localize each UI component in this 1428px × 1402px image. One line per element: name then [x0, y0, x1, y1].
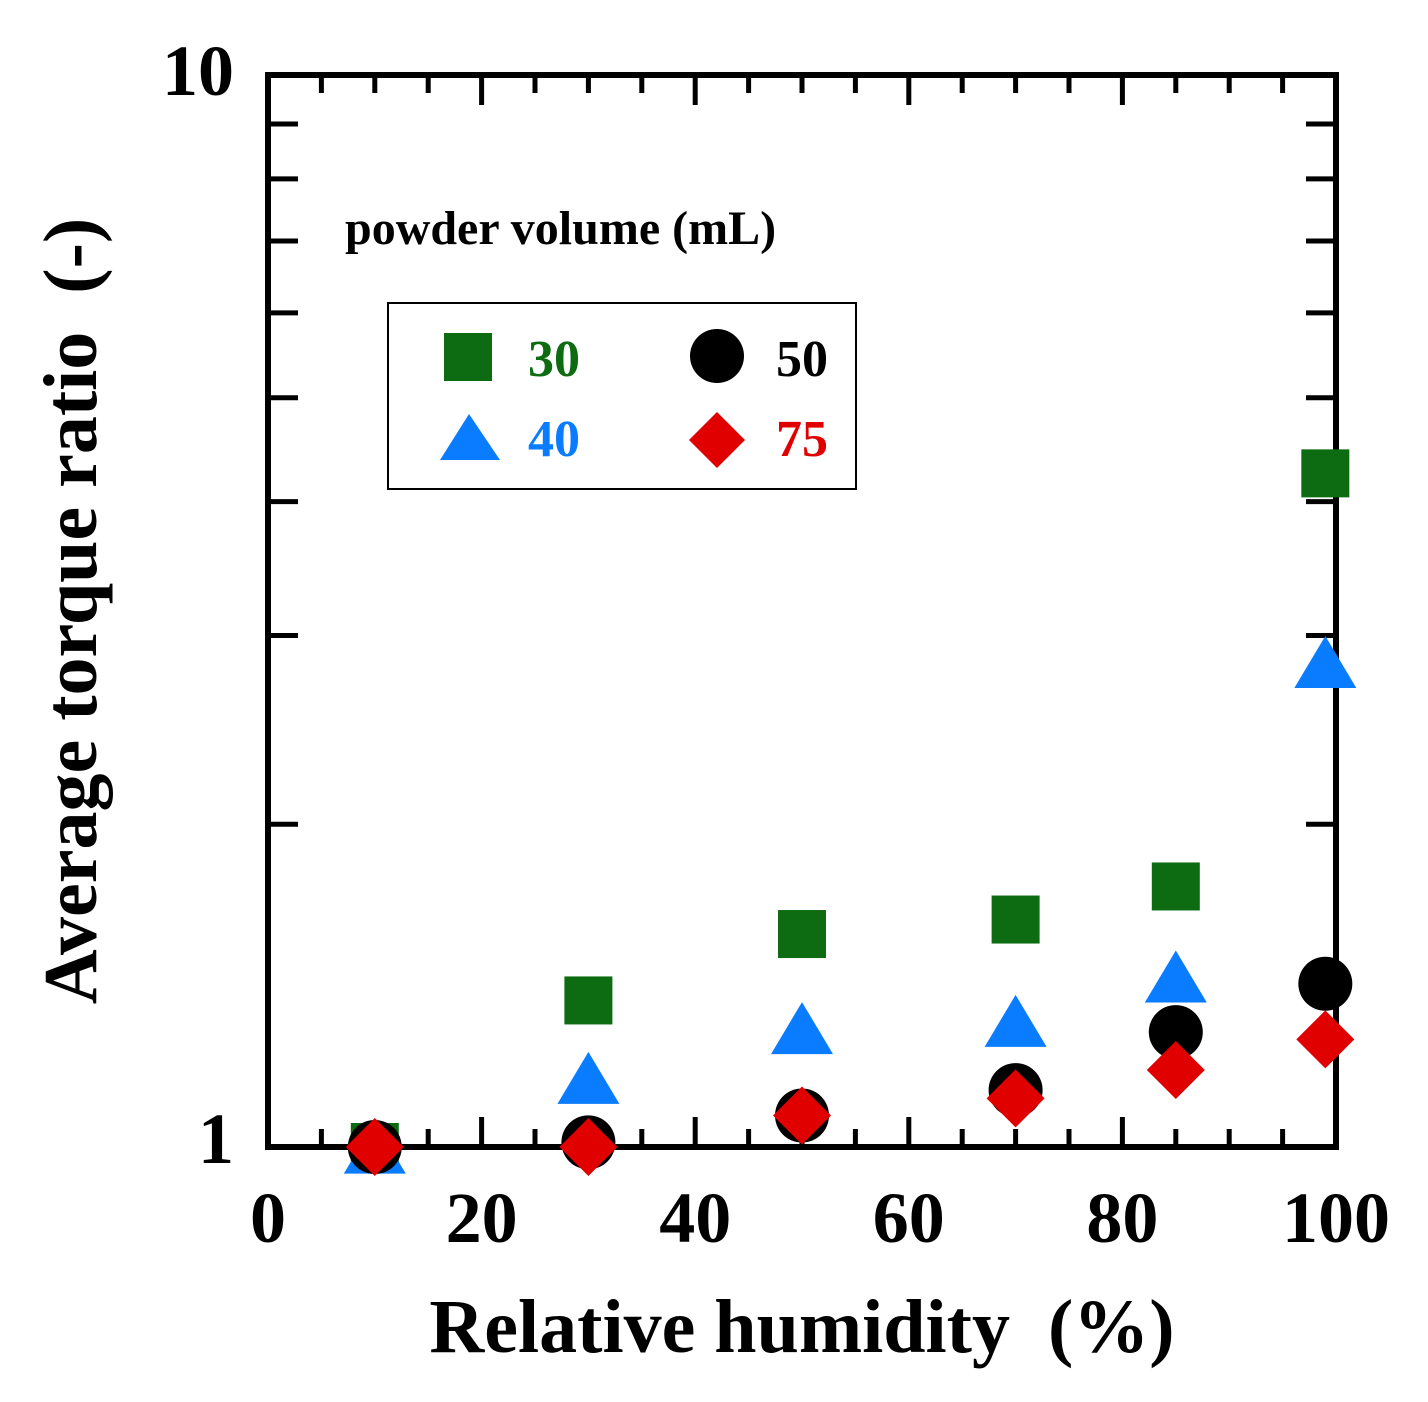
legend-label-30: 30 [528, 331, 580, 388]
y-tick-label: 1 [198, 1099, 234, 1179]
data-point-diamond-75 [773, 1086, 831, 1145]
data-point-square-30 [991, 895, 1040, 944]
legend: 30 40 50 75 [387, 302, 857, 490]
x-tick-label: 40 [659, 1178, 731, 1258]
data-point-diamond-75 [1146, 1040, 1205, 1099]
x-tick-label: 60 [873, 1178, 945, 1258]
x-tick-label: 100 [1282, 1178, 1390, 1258]
y-axis-title: Average torque ratio (-) [29, 218, 113, 1004]
data-point-triangle-40 [984, 994, 1047, 1047]
data-point-square-30 [1151, 862, 1200, 911]
legend-label-75: 75 [776, 411, 828, 468]
legend-marker-circle [690, 329, 744, 383]
data-point-diamond-75 [1296, 1010, 1355, 1069]
legend-title: powder volume (mL) [345, 202, 776, 255]
data-point-circle-50 [1148, 1005, 1203, 1060]
data-point-diamond-75 [559, 1118, 618, 1176]
data-point-diamond-75 [986, 1069, 1045, 1128]
legend-label-50: 50 [776, 331, 828, 388]
data-point-square-30 [564, 976, 613, 1025]
plot-frame [265, 72, 1339, 1150]
x-tick-label: 80 [1086, 1178, 1158, 1258]
legend-marker-triangle [440, 414, 500, 460]
data-point-triangle-40 [1144, 950, 1207, 1003]
legend-label-40: 40 [528, 411, 580, 468]
x-tick-label: 0 [250, 1178, 286, 1258]
data-point-square-30 [1301, 449, 1350, 498]
data-point-triangle-40 [1294, 635, 1357, 688]
y-tick-label: 10 [162, 31, 234, 111]
x-axis-title: Relative humidity (%) [429, 1285, 1174, 1369]
data-point-square-30 [778, 910, 826, 959]
data-point-triangle-40 [771, 1002, 833, 1055]
legend-marker-square [444, 333, 492, 381]
data-point-circle-50 [1298, 956, 1353, 1011]
data-point-triangle-40 [557, 1051, 620, 1104]
data-point-diamond-75 [345, 1118, 404, 1176]
data-points [343, 449, 1357, 1176]
x-tick-label: 20 [446, 1178, 518, 1258]
legend-marker-diamond [689, 412, 745, 468]
